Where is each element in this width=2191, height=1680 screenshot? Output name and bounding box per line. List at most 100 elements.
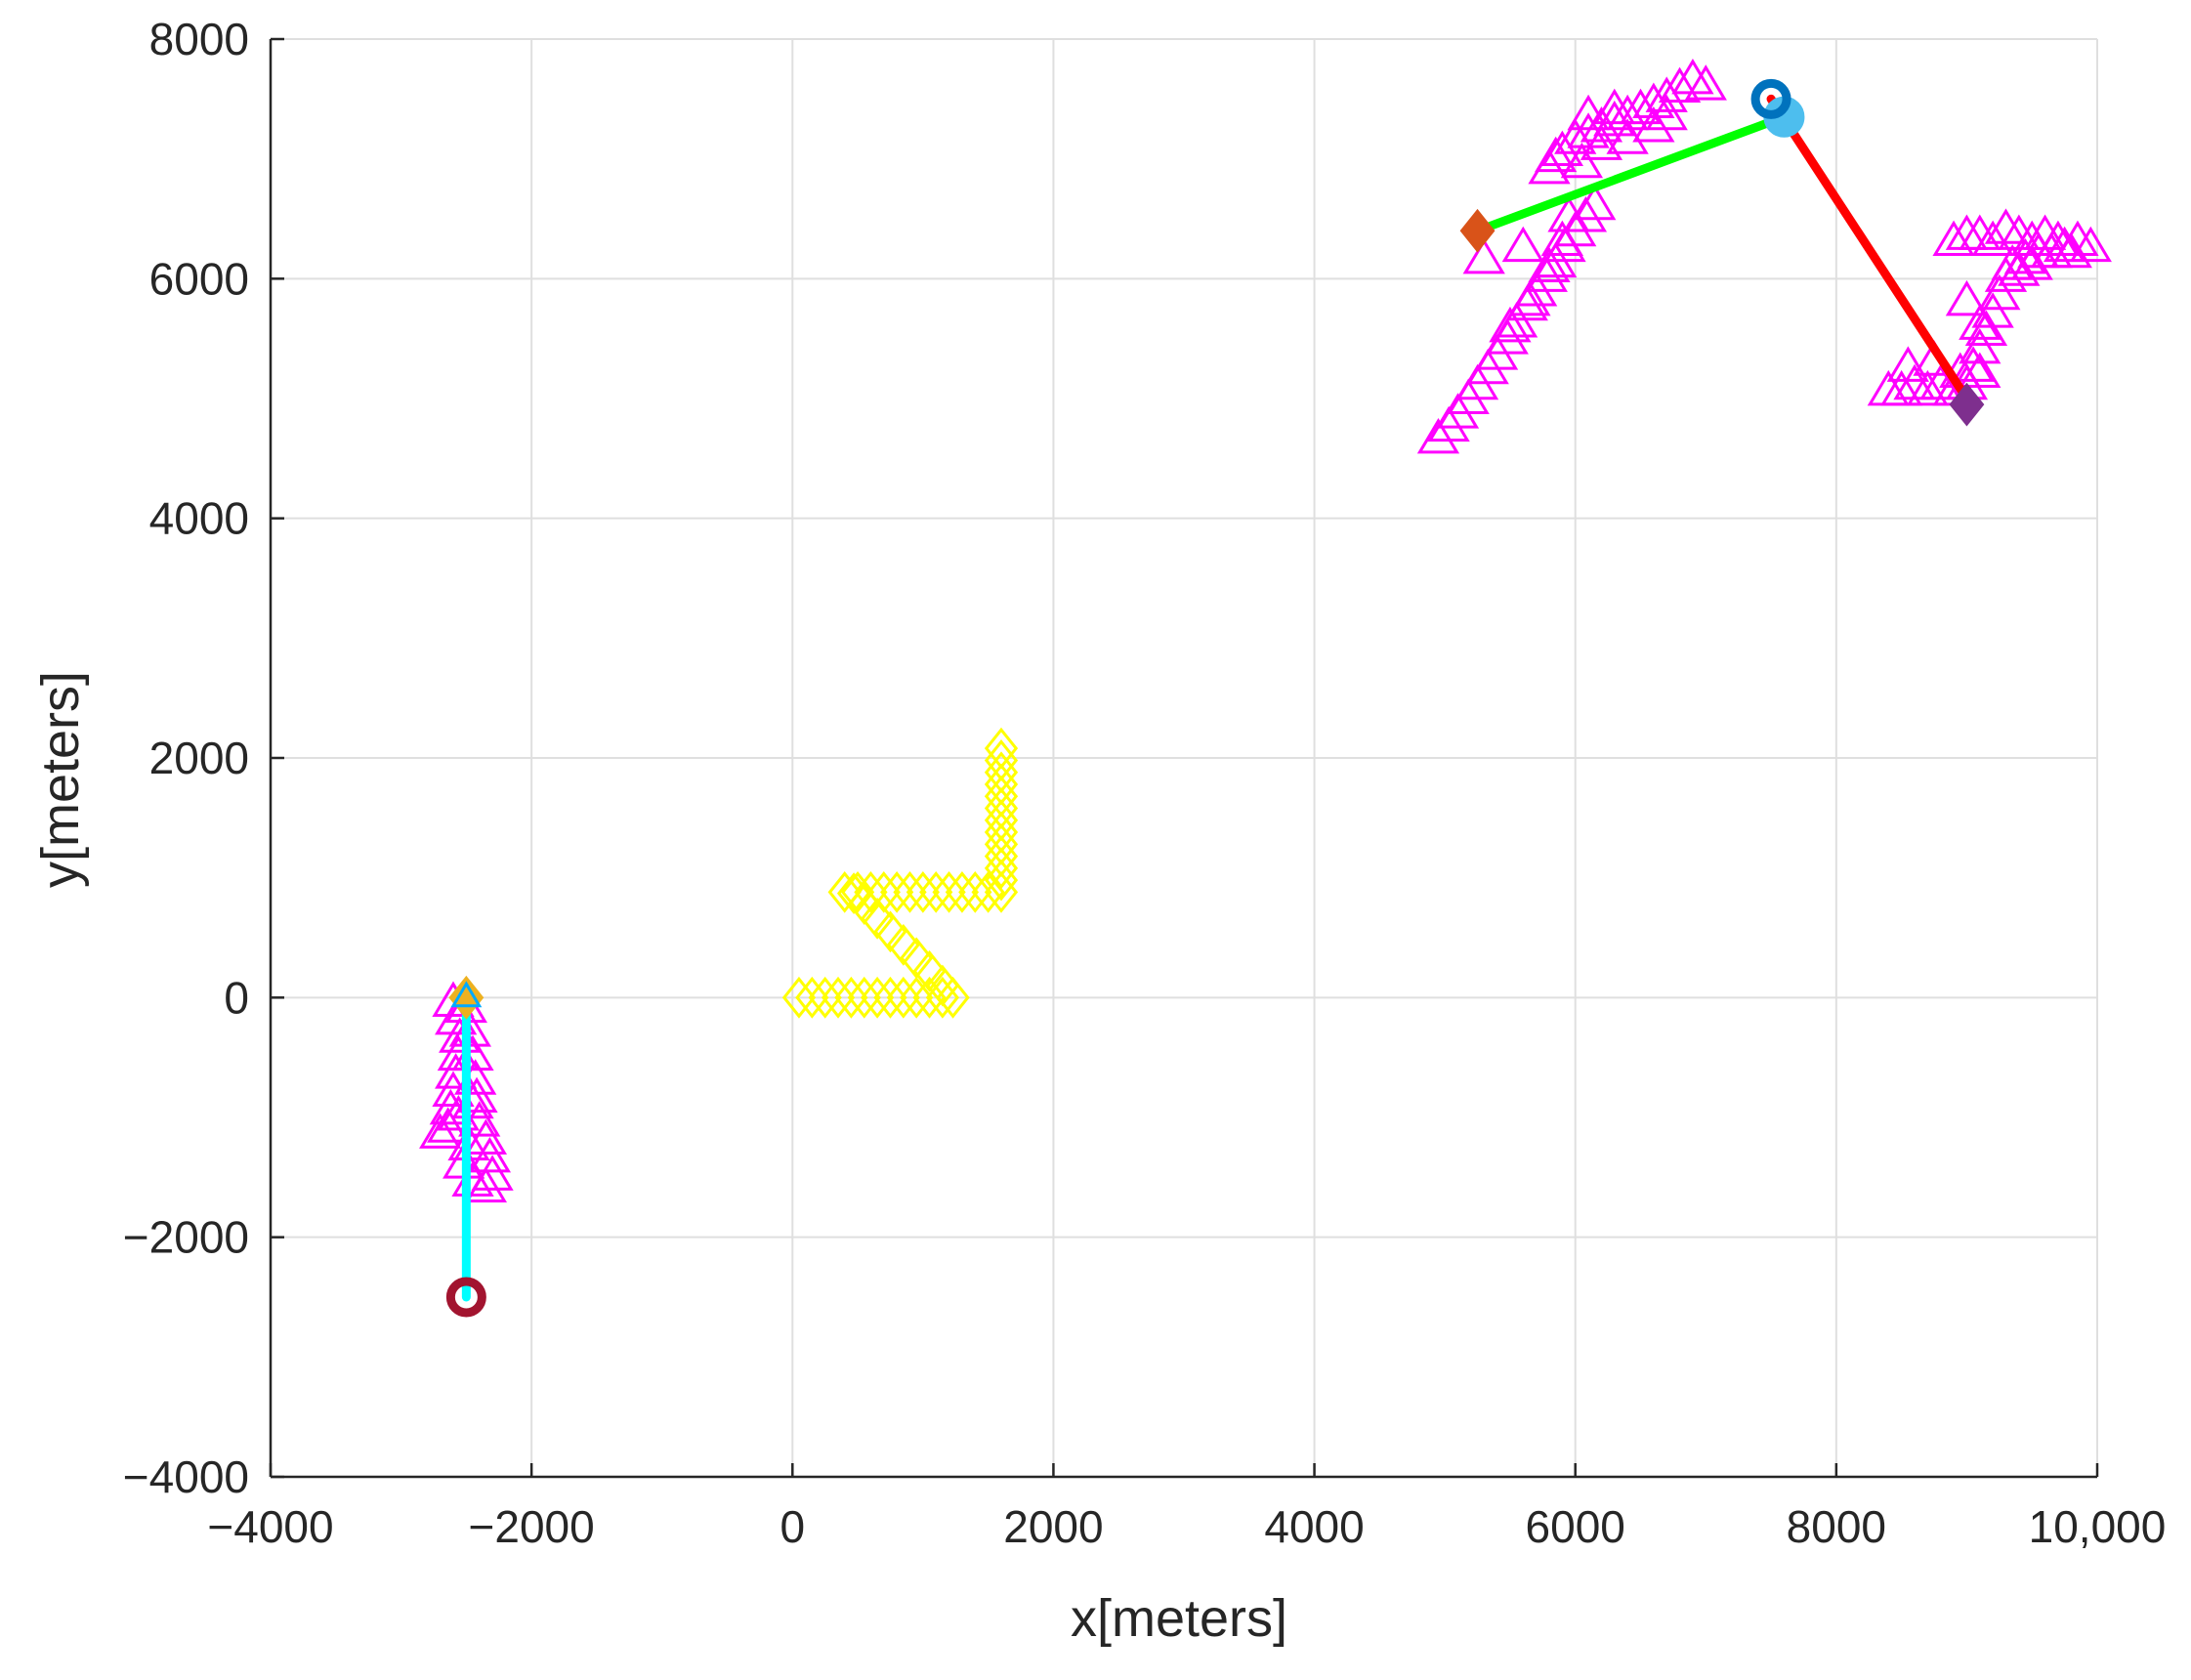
y-tick-label: 0 [224,972,249,1023]
triangle-point [1489,306,1532,343]
diamond-point [880,870,914,913]
series-3 [1867,208,2112,406]
diamond-point [912,976,947,1019]
circle-key-marker [445,1277,486,1318]
triangle-point [1959,214,2001,250]
triangle-point [1658,66,1702,104]
x-tick-label: 2000 [1003,1501,1103,1552]
triangle-point [1886,346,1929,382]
triangle-point [1416,417,1460,454]
triangle-point [419,1113,462,1149]
triangle-point [1998,214,2041,250]
diamond-point [821,976,856,1019]
diamond-point [958,870,992,913]
triangle-point [1632,106,1675,143]
diamond-point [781,976,817,1019]
y-axis-label: y[meters] [31,671,90,888]
diamond-point [945,870,980,913]
y-tick-label: 6000 [149,253,249,304]
diamond-point [873,910,907,953]
axes-frame [269,37,2099,1479]
series-2 [1416,58,1727,454]
diamond-point [873,976,907,1019]
track-line [1766,94,1971,403]
triangle-point [1508,279,1551,316]
diamond-point [847,976,881,1019]
diamond-point [840,870,875,913]
key-markers [445,78,1985,1318]
y-tick-label: 8000 [149,14,249,64]
triangle-point [1964,310,2008,347]
triangle-point [1462,237,1505,274]
diamond-filled-key-marker [448,975,485,1020]
triangle-point [1959,352,2001,388]
x-tick-label: −4000 [207,1501,333,1552]
triangle-point [1959,327,2001,364]
x-tick-label: 6000 [1526,1501,1625,1552]
triangle-point [2010,220,2053,257]
grid-lines [270,38,2098,1478]
triangle-point [1880,369,1923,406]
triangle-point [1671,58,1714,95]
triangle-point [1645,94,1688,131]
diamond-point [836,872,871,915]
diamond-point [808,976,842,1019]
triangle-point [1952,346,1995,382]
triangle-point [1919,363,1962,400]
series-0 [781,727,1019,1019]
diamond-point [900,937,934,980]
triangle-point [1574,184,1617,221]
triangle-point [427,1107,470,1143]
diamond-point [893,870,927,913]
diamond-point [886,923,920,966]
triangle-point [2023,214,2067,250]
circle-key-marker [1750,78,1791,119]
triangle-point [468,1136,512,1173]
diamond-point [925,964,960,1007]
triangle-point [1501,226,1544,263]
x-tick-label: 4000 [1264,1501,1364,1552]
triangle-point [2049,231,2092,269]
triangle-point [1540,220,1583,257]
diamond-point [860,976,895,1019]
triangle-point [2010,244,2053,280]
diamond-filled-key-marker [1949,382,1985,427]
triangle-point [1984,208,2028,244]
y-tick-labels: −4000 −2000 0 2000 4000 6000 8000 [123,14,249,1502]
diamond-point [912,949,947,992]
x-tick-label: 0 [779,1501,805,1552]
triangle-point [1645,76,1688,112]
triangle-point [2069,226,2112,263]
diamond-point [906,870,940,913]
triangle-point [1893,363,1936,400]
diamond-point [932,870,966,913]
y-tick-label: 2000 [149,733,249,783]
triangle-point [2043,226,2086,263]
triangle-point [464,1166,508,1203]
triangle-point [1593,88,1636,125]
diamond-point [886,976,920,1019]
x-tick-labels: −4000 −2000 0 2000 4000 6000 8000 10,000 [207,1501,2166,1552]
triangle-point [1959,304,2001,340]
diamond-point [936,976,970,1019]
triangle-point [1540,130,1583,167]
triangle-point [1528,246,1571,283]
triangle-point [1906,369,1949,406]
diamond-point [834,976,868,1019]
diamond-point [919,870,953,913]
x-tick-label: 8000 [1787,1501,1886,1552]
triangle-point [464,1118,508,1155]
diamond-point [795,976,829,1019]
y-tick-label: −4000 [123,1451,249,1502]
y-tick-label: −2000 [123,1212,249,1263]
triangle-point [1945,279,1989,316]
diamond-point [971,870,1005,913]
x-axis-label: x[meters] [1071,1589,1287,1648]
x-tick-label: 10,000 [2029,1501,2167,1552]
triangle-key-marker [450,981,483,1008]
diamond-point [866,870,901,913]
triangle-point [1535,136,1578,173]
data-markers [419,58,2112,1203]
